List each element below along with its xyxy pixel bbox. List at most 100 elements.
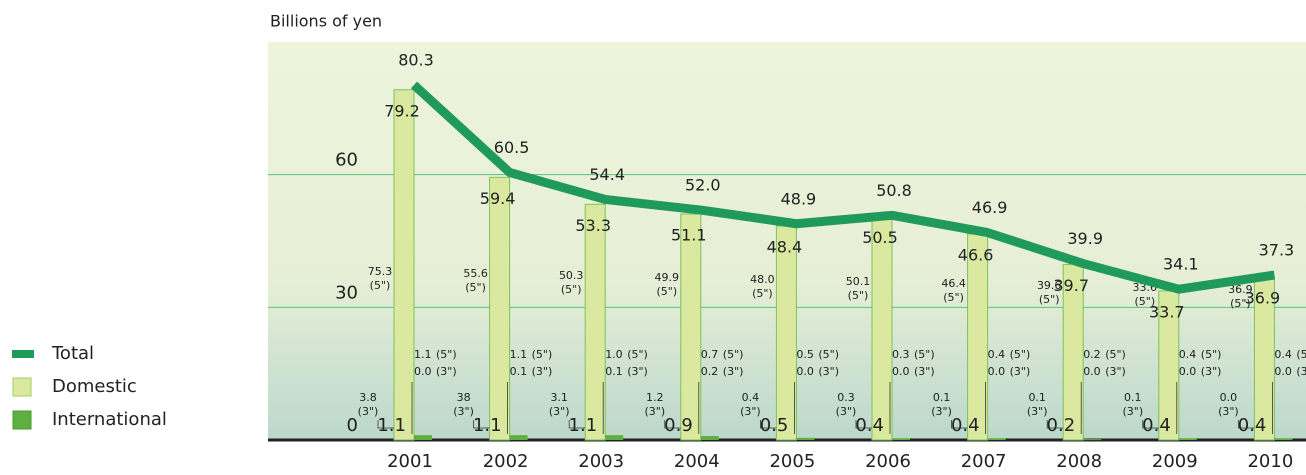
total-line (410, 81, 1276, 294)
leader (951, 420, 968, 429)
size-5in: (5") (532, 348, 553, 361)
leader (377, 420, 394, 429)
total-label: 50.8 (876, 181, 912, 200)
international-label: 0.4 (855, 415, 884, 436)
international-3in: 0.0 (1274, 365, 1292, 378)
leader (1142, 420, 1159, 429)
size-3in: (3") (1122, 405, 1143, 418)
domestic-bar (680, 213, 702, 441)
size-3in: (3") (1201, 365, 1222, 378)
international-5in: 0.4 (1179, 348, 1197, 361)
international-5in: 1.0 (605, 348, 623, 361)
x-tick-label: 2002 (483, 451, 529, 472)
international-3in: 0.2 (701, 365, 719, 378)
size-3in: (3") (740, 405, 761, 418)
domestic-label: 59.4 (480, 189, 516, 208)
size-5in: (5") (1201, 348, 1222, 361)
size-5in: (5") (943, 291, 964, 304)
domestic-5in: 39.6 (1037, 279, 1062, 292)
domestic-label: 53.3 (575, 216, 611, 235)
size-5in: (5") (1134, 295, 1155, 308)
total-label: 46.9 (972, 198, 1008, 217)
size-5in: (5") (848, 289, 869, 302)
x-tick-label: 2005 (769, 451, 815, 472)
domestic-3in: 0.3 (837, 391, 855, 404)
domestic-label: 50.5 (862, 228, 898, 247)
domestic-label: 33.7 (1149, 302, 1185, 321)
domestic-label: 39.7 (1053, 276, 1089, 295)
x-tick-label: 2003 (578, 451, 624, 472)
size-3in: (3") (1010, 365, 1031, 378)
international-label: 0.4 (1142, 415, 1171, 436)
domestic-3in: 3.8 (359, 391, 377, 404)
size-3in: (3") (453, 405, 474, 418)
domestic-label: 48.4 (767, 237, 803, 256)
international-bar (700, 436, 719, 440)
legend-swatch (12, 410, 32, 430)
size-3in: (3") (818, 365, 839, 378)
size-5in: (5") (1010, 348, 1031, 361)
leader (760, 420, 777, 429)
international-label: 0.4 (951, 415, 980, 436)
domestic-bar (393, 89, 415, 441)
international-3in: 0.0 (892, 365, 910, 378)
international-label: 1.1 (569, 415, 598, 436)
leader (1046, 420, 1064, 429)
size-5in: (5") (656, 285, 677, 298)
size-5in: (5") (1296, 348, 1306, 361)
size-5in: (5") (561, 283, 582, 296)
leader (568, 420, 586, 429)
size-5in: (5") (723, 348, 744, 361)
x-tick-label: 2006 (865, 451, 911, 472)
domestic-5in: 36.9 (1228, 283, 1253, 296)
axis-label: Billions of yen (270, 12, 382, 31)
domestic-label: 79.2 (384, 101, 420, 120)
international-bar (1083, 439, 1102, 441)
international-5in: 1.1 (414, 348, 432, 361)
international-bar (892, 438, 910, 440)
legend-swatch (12, 350, 34, 358)
international-label: 1.1 (377, 415, 406, 436)
total-label: 60.5 (494, 138, 530, 157)
leader (664, 420, 681, 429)
domestic-3in: 0.0 (1220, 391, 1238, 404)
international-bar (605, 435, 624, 440)
domestic-3in: 0.1 (1028, 391, 1046, 404)
domestic-bar (871, 216, 893, 441)
domestic-5in: 46.4 (941, 277, 966, 290)
domestic-3in: 38 (457, 391, 471, 404)
size-5in: (5") (1105, 348, 1126, 361)
international-bar (987, 438, 1006, 440)
size-3in: (3") (836, 405, 857, 418)
total-label: 34.1 (1163, 255, 1199, 274)
size-3in: (3") (1218, 405, 1239, 418)
size-5in: (5") (370, 279, 391, 292)
international-bar (509, 435, 528, 440)
total-label: 54.4 (589, 165, 625, 184)
international-3in: 0.0 (796, 365, 814, 378)
x-tick-label: 2009 (1152, 451, 1198, 472)
international-5in: 0.5 (796, 348, 814, 361)
domestic-5in: 48.0 (750, 273, 775, 286)
size-3in: (3") (549, 405, 570, 418)
size-5in: (5") (627, 348, 648, 361)
leader (473, 420, 490, 429)
size-5in: (5") (914, 348, 935, 361)
domestic-bar (584, 203, 606, 441)
international-5in: 1.1 (510, 348, 527, 361)
size-3in: (3") (931, 405, 952, 418)
leader (855, 420, 872, 429)
size-3in: (3") (723, 365, 744, 378)
international-bar (796, 437, 815, 440)
international-label: 0.2 (1047, 415, 1076, 436)
x-tick-label: 2007 (961, 451, 1007, 472)
leader (1238, 420, 1255, 429)
international-bar (414, 435, 432, 440)
y-tick-label: 60 (335, 150, 358, 171)
international-3in: 0.0 (988, 365, 1006, 378)
legend-label: Total (51, 343, 94, 364)
legend-swatch (12, 377, 32, 397)
size-3in: (3") (644, 405, 665, 418)
size-5in: (5") (1039, 293, 1060, 306)
domestic-5in: 75.3 (368, 265, 393, 278)
